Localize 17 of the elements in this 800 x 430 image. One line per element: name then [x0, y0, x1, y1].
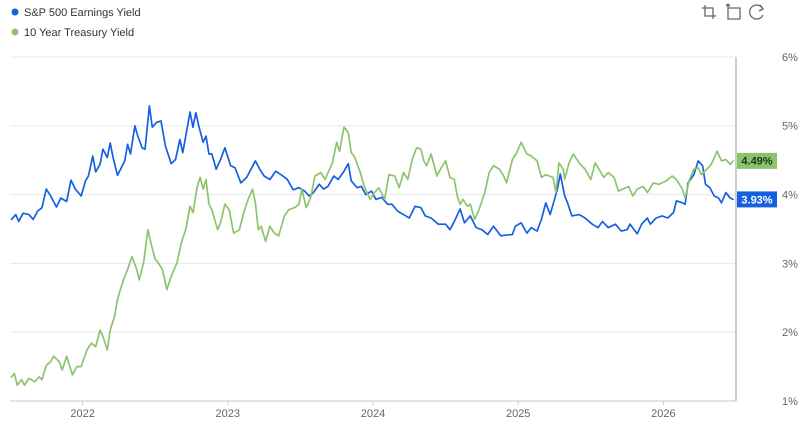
y-tick-label: 1% [782, 396, 798, 408]
line-series [10, 105, 734, 237]
y-tick-label: 6% [782, 52, 798, 64]
y-tick-label: 2% [782, 327, 798, 340]
y-tick-label: 4% [782, 189, 798, 202]
x-tick-label: 2024 [360, 408, 386, 420]
legend-label: S&P 500 Earnings Yield [24, 6, 141, 19]
y-tick-label: 3% [782, 258, 798, 270]
x-tick-label: 2022 [70, 408, 95, 420]
x-tick-label: 2026 [651, 408, 676, 420]
y-tick-label: 5% [782, 120, 798, 133]
data-label: 3.93% [741, 194, 773, 206]
x-tick-label: 2025 [506, 408, 530, 420]
data-label: 4.49% [741, 156, 773, 168]
legend-label: 10 Year Treasury Yield [24, 26, 134, 39]
x-tick-label: 2023 [216, 408, 240, 420]
line-series [10, 126, 734, 386]
